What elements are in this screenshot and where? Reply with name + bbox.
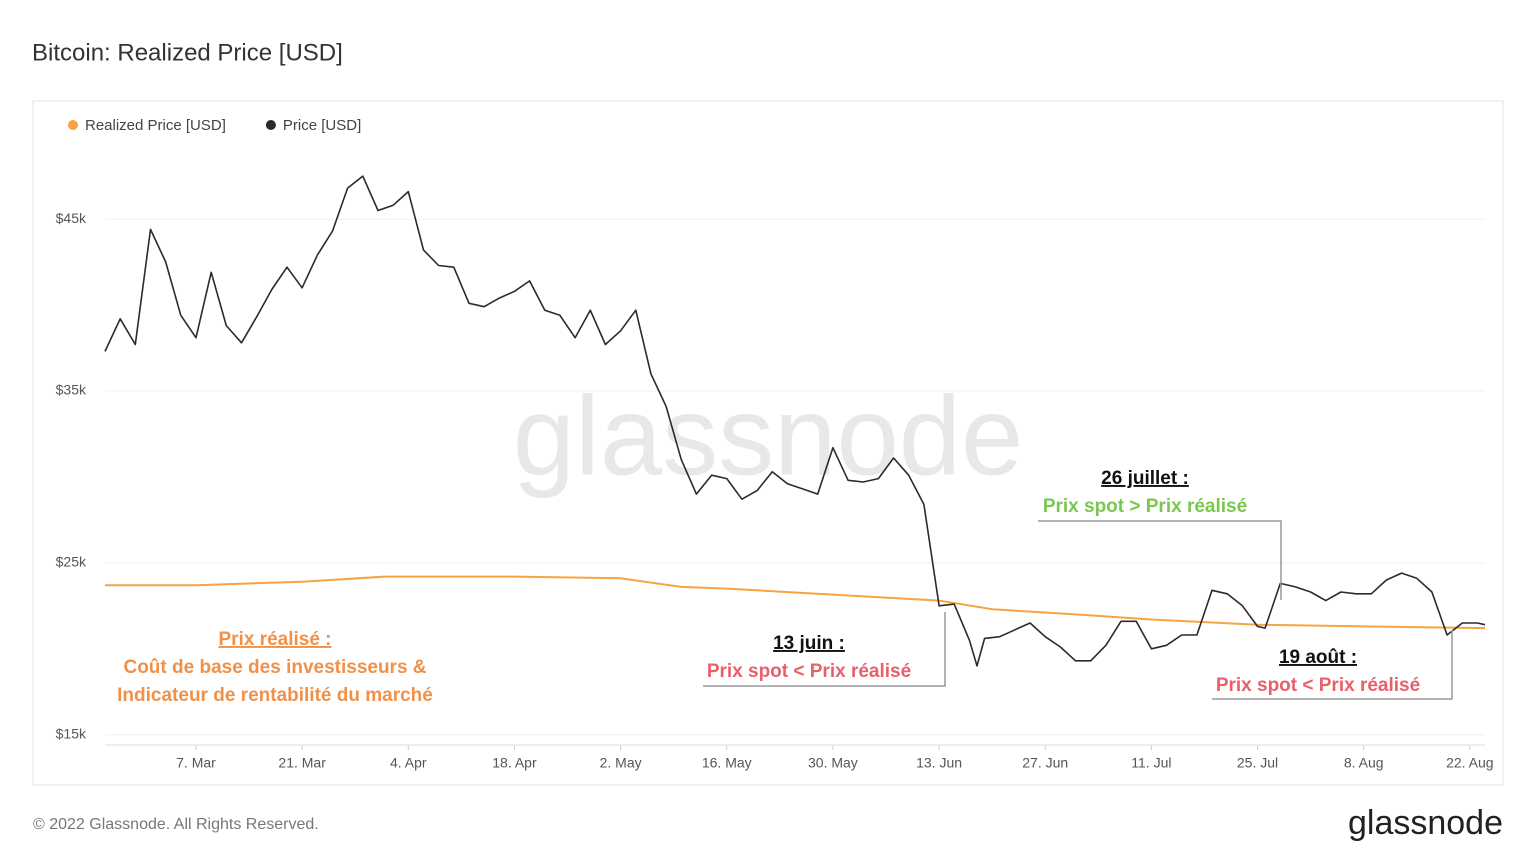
- grid: [105, 218, 1485, 750]
- legend-swatch: [68, 120, 78, 130]
- legend-swatch: [265, 120, 276, 130]
- annotation-title: Prix réalisé :: [218, 629, 331, 650]
- x-tick-label: 25. Jul: [1237, 755, 1278, 771]
- connector: [703, 612, 946, 687]
- x-tick-label: 11. Jul: [1131, 755, 1171, 771]
- connector: [1212, 630, 1453, 700]
- annotation-text: Prix spot < Prix réalisé: [1216, 675, 1420, 696]
- x-tick-label: 27. Jun: [1022, 755, 1068, 771]
- annotation-text: Indicateur de rentabilité du marché: [117, 685, 433, 706]
- x-tick-label: 18. Apr: [492, 755, 537, 771]
- annotation-title: 19 août :: [1279, 647, 1357, 668]
- watermark: glassnode: [513, 374, 1024, 499]
- x-tick-label: 16. May: [702, 755, 752, 771]
- x-tick-label: 30. May: [808, 755, 858, 771]
- y-tick-label: $25k: [56, 554, 87, 570]
- x-tick-label: 7. Mar: [176, 755, 216, 771]
- chart-frame: [32, 100, 1504, 786]
- connector: [1038, 520, 1282, 600]
- annotation-title: 26 juillet :: [1101, 468, 1189, 489]
- chart-title: Bitcoin: Realized Price [USD]: [32, 39, 343, 66]
- y-tick-label: $35k: [56, 382, 87, 398]
- x-tick-label: 22. Aug: [1446, 755, 1494, 771]
- x-tick-label: 4. Apr: [390, 755, 427, 771]
- x-tick-label: 13. Jun: [916, 755, 962, 771]
- labels: $15k $25k $35k $45k 7. Mar 21. Mar 4. Apr 18. A…: [56, 117, 1494, 771]
- annotation-title: 13 juin :: [773, 633, 845, 654]
- annotation-text: Prix spot > Prix réalisé: [1043, 496, 1247, 517]
- lines: [104, 175, 1486, 667]
- legend-label: Price [USD]: [283, 117, 361, 134]
- annotation-text: Coût de base des investisseurs &: [123, 657, 426, 678]
- legend-label: Realized Price [USD]: [85, 117, 226, 134]
- x-tick-label: 21. Mar: [278, 755, 326, 771]
- y-tick-label: $45k: [56, 210, 87, 226]
- x-tick-label: 2. May: [600, 755, 642, 771]
- x-tick-label: 8. Aug: [1344, 755, 1384, 771]
- annotation-text: Prix spot < Prix réalisé: [707, 661, 911, 682]
- y-tick-label: $15k: [56, 725, 87, 741]
- footer: © 2022 Glassnode. All Rights Reserved.: [33, 816, 319, 833]
- series-line: [104, 175, 1486, 667]
- series-line: [105, 575, 1486, 630]
- logo: glassnode: [1348, 804, 1503, 842]
